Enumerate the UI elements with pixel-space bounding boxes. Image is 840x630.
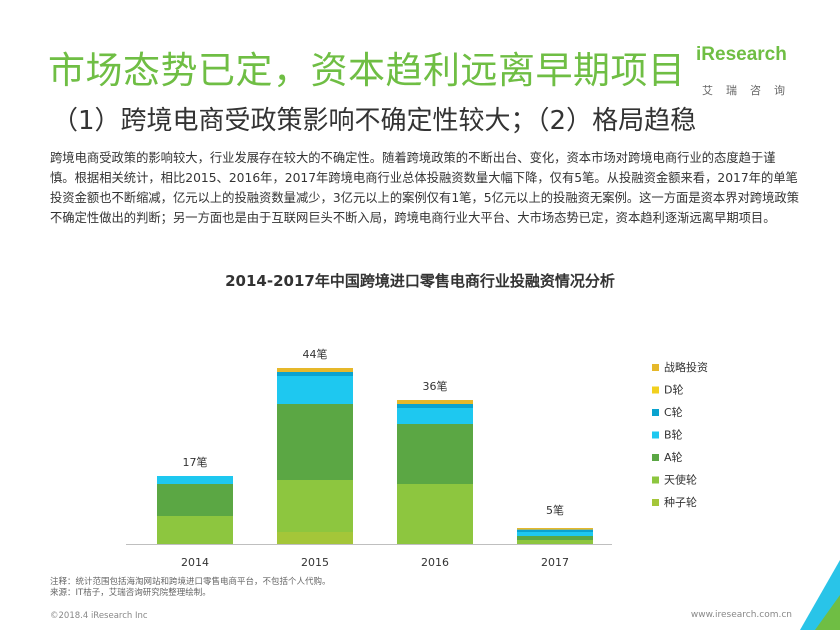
website-link[interactable]: www.iresearch.com.cn	[690, 610, 792, 620]
bar-segment-2014-1	[157, 516, 233, 544]
total-label-2016: 36笔	[423, 379, 448, 393]
bar-segment-2016-3	[397, 408, 473, 424]
x-tick-2015: 2015	[301, 556, 329, 569]
page-subtitle: （1）跨境电商受政策影响不确定性较大；（2）格局趋稳	[52, 106, 697, 136]
labels-group: 17笔 2014 44笔 2015 36笔 2016 5笔 2017	[181, 347, 569, 569]
copyright-text: ©2018.4 iResearch Inc	[50, 611, 148, 621]
legend-label-4: A轮	[664, 450, 683, 464]
corner-triangle-green	[815, 595, 840, 630]
bar-segment-2015-0	[277, 532, 353, 544]
body-paragraph: 跨境电商受政策的影响较大，行业发展存在较大的不确定性。随着跨境政策的不断出台、变…	[50, 151, 799, 225]
legend-swatch-1	[652, 386, 659, 394]
total-label-2014: 17笔	[183, 455, 208, 469]
legend-label-6: 种子轮	[664, 495, 697, 509]
bar-segment-2015-3	[277, 376, 353, 404]
x-tick-2016: 2016	[421, 556, 449, 569]
legend-label-3: B轮	[664, 428, 683, 442]
legend-label-5: 天使轮	[664, 473, 697, 487]
bar-segment-2017-3	[517, 532, 593, 536]
legend-label-0: 战略投资	[664, 360, 708, 374]
x-tick-2014: 2014	[181, 556, 209, 569]
legend-swatch-4	[652, 454, 659, 461]
logo-subtext: 艾瑞咨询	[702, 84, 798, 97]
corner-decoration	[800, 560, 840, 630]
chart-notes: 注释：统计范围包括海淘网站和跨境进口零售电商平台，不包括个人代购。 来源：IT桔…	[50, 577, 331, 599]
chart-title: 2014-2017年中国跨境进口零售电商行业投融资情况分析	[225, 272, 615, 290]
bar-segment-2017-6	[517, 528, 593, 530]
bar-segment-2015-4	[277, 372, 353, 376]
bar-segment-2015-1	[277, 480, 353, 532]
total-label-2015: 44笔	[303, 347, 328, 361]
legend-label-1: D轮	[664, 383, 683, 397]
source-text: 来源：IT桔子，艾瑞咨询研究院整理绘制。	[50, 588, 211, 598]
bar-segment-2017-2	[517, 536, 593, 540]
logo-text: iResearch	[696, 44, 787, 65]
legend-swatch-6	[652, 499, 659, 506]
legend-swatch-0	[652, 364, 659, 371]
bar-segment-2015-6	[277, 368, 353, 372]
bar-segment-2016-6	[397, 400, 473, 404]
bar-segment-2015-2	[277, 404, 353, 480]
total-label-2017: 5笔	[546, 503, 564, 517]
bar-segment-2016-4	[397, 404, 473, 408]
legend-label-2: C轮	[664, 405, 683, 419]
bar-segment-2017-4	[517, 529, 593, 532]
page-title: 市场态势已定，资本趋利远离早期项目	[48, 49, 686, 92]
iresearch-logo: iResearch 艾瑞咨询	[690, 44, 800, 97]
x-tick-2017: 2017	[541, 556, 569, 569]
bar-segment-2014-3	[157, 476, 233, 484]
bars-group	[126, 368, 612, 545]
bar-segment-2014-2	[157, 484, 233, 516]
bar-segment-2017-1	[517, 540, 593, 544]
legend-swatch-2	[652, 409, 659, 416]
legend-swatch-3	[652, 431, 659, 439]
note-text: 注释：统计范围包括海淘网站和跨境进口零售电商平台，不包括个人代购。	[50, 577, 331, 587]
bar-segment-2016-2	[397, 424, 473, 484]
bar-segment-2016-1	[397, 484, 473, 544]
legend-swatch-5	[652, 476, 659, 484]
